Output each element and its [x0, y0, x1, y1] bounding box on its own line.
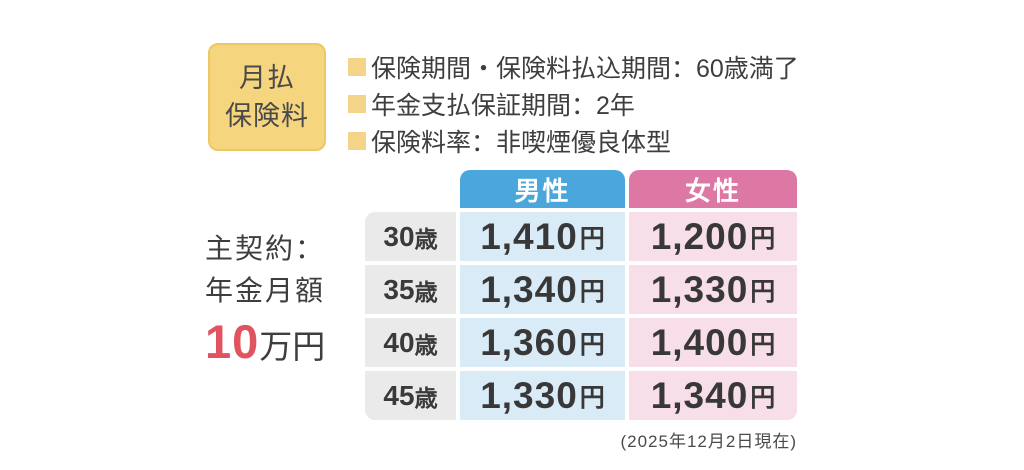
premium-value: 1,360: [480, 321, 578, 363]
premium-value: 1,200: [650, 215, 749, 257]
premium-value: 1,330: [480, 374, 578, 416]
premium-value: 1,400: [650, 321, 749, 363]
age-suffix: 歳: [414, 384, 438, 411]
age-cell-45: 45 歳: [365, 371, 456, 420]
premium-value: 1,330: [650, 268, 749, 310]
age-value: 40: [383, 326, 415, 358]
premium-cell-female-30: 1,200 円: [629, 212, 797, 261]
premium-cell-female-40: 1,400 円: [629, 318, 797, 367]
premium-cell-male-35: 1,340 円: [460, 265, 625, 314]
amount-number: 10: [205, 315, 260, 368]
condition-list: 保険期間・保険料払込期間：60歳満了 年金支払保証期間：2年 保険料率：非喫煙優…: [348, 53, 799, 157]
age-value: 45: [383, 379, 415, 411]
column-header-male: 男性: [460, 170, 625, 208]
condition-text: 保険期間・保険料払込期間：60歳満了: [371, 54, 799, 83]
premium-value: 1,340: [480, 268, 578, 310]
age-value: 30: [383, 220, 415, 252]
yen-suffix: 円: [750, 383, 776, 412]
age-suffix: 歳: [414, 331, 438, 358]
age-suffix: 歳: [414, 225, 438, 252]
age-suffix: 歳: [414, 278, 438, 305]
age-cell-40: 40 歳: [365, 318, 456, 367]
premium-cell-male-45: 1,330 円: [460, 371, 625, 420]
square-bullet-icon: [348, 131, 366, 150]
badge-line1: 月払: [239, 63, 295, 93]
yen-suffix: 円: [579, 330, 605, 359]
column-header-female-label: 女性: [684, 175, 741, 206]
premium-value: 1,410: [480, 215, 578, 257]
yen-suffix: 円: [750, 224, 776, 253]
premium-value: 1,340: [650, 374, 749, 416]
age-cell-35: 35 歳: [365, 265, 456, 314]
yen-suffix: 円: [750, 277, 776, 306]
condition-item-period: 保険期間・保険料払込期間：60歳満了: [348, 53, 799, 83]
contract-amount: 10万円: [205, 316, 325, 380]
square-bullet-icon: [348, 57, 366, 76]
yen-suffix: 円: [750, 330, 776, 359]
age-cell-30: 30 歳: [365, 212, 456, 261]
premium-cell-female-35: 1,330 円: [629, 265, 797, 314]
column-header-female: 女性: [629, 170, 797, 208]
yen-suffix: 円: [579, 277, 605, 306]
premium-cell-male-40: 1,360 円: [460, 318, 625, 367]
amount-unit: 万円: [259, 328, 326, 365]
monthly-premium-badge: 月払 保険料: [208, 43, 326, 151]
condition-text: 保険料率：非喫煙優良体型: [371, 128, 672, 157]
contract-summary: 主契約： 年金月額 10万円: [205, 232, 325, 380]
yen-suffix: 円: [579, 224, 605, 253]
table-corner-spacer: [365, 170, 456, 208]
condition-text: 年金支払保証期間：2年: [371, 91, 635, 120]
contract-line1: 主契約：: [205, 233, 326, 264]
column-header-male-label: 男性: [514, 175, 571, 206]
premium-table: 男性 女性 30 歳 1,410 円 1,200 円 35 歳 1,340 円 1,330…: [365, 170, 797, 420]
premium-cell-female-45: 1,340 円: [629, 371, 797, 420]
premium-cell-male-30: 1,410 円: [460, 212, 625, 261]
square-bullet-icon: [348, 94, 366, 113]
condition-item-rate: 保険料率：非喫煙優良体型: [348, 127, 799, 157]
yen-suffix: 円: [579, 383, 605, 412]
as-of-date: (2025年12月2日現在): [620, 432, 797, 451]
condition-item-guarantee: 年金支払保証期間：2年: [348, 90, 799, 120]
contract-line2: 年金月額: [205, 275, 326, 306]
age-value: 35: [383, 273, 415, 305]
badge-line2: 保険料: [225, 101, 309, 131]
